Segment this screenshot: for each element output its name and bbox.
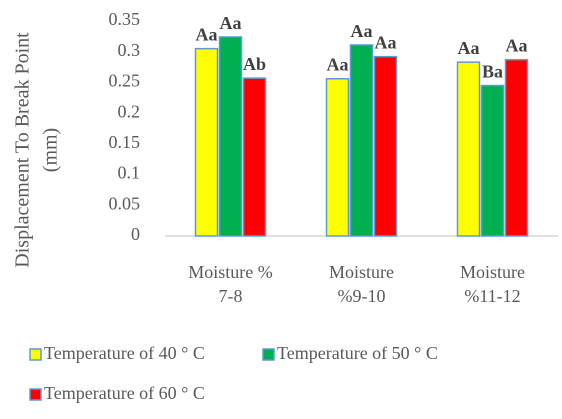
y-axis-ticks: 0 0.05 0.1 0.15 0.2 0.25 0.3 0.35	[109, 9, 141, 244]
data-label: Aa	[375, 33, 397, 53]
bar	[349, 44, 374, 237]
x-category-label: Moisture	[329, 262, 394, 282]
y-axis-title: Displacement To Break Point (mm)	[12, 32, 62, 268]
y-tick-label: 0.15	[109, 132, 141, 152]
data-label: Aa	[327, 55, 349, 75]
data-label: Ba	[482, 62, 503, 82]
bars	[194, 36, 529, 237]
bar	[456, 61, 481, 237]
y-tick-label: 0.05	[109, 193, 141, 213]
x-category-label: 7-8	[219, 286, 243, 306]
legend-label: Temperature of 50 ° C	[277, 343, 438, 363]
legend-label: Temperature of 40 ° C	[44, 343, 205, 363]
y-tick-label: 0	[131, 224, 140, 244]
y-tick-label: 0.35	[109, 9, 141, 29]
data-label: Aa	[196, 25, 218, 45]
y-tick-label: 0.1	[118, 163, 141, 183]
bar	[504, 58, 529, 237]
data-label: Aa	[458, 38, 480, 58]
data-label: Ab	[243, 54, 266, 74]
bar	[194, 47, 219, 237]
bar	[480, 84, 505, 237]
bar	[325, 77, 350, 237]
x-category-label: Moisture	[460, 262, 525, 282]
y-axis-title-line: Displacement To Break Point	[12, 32, 34, 268]
y-tick-label: 0.3	[118, 40, 141, 60]
legend-swatch	[262, 348, 275, 361]
legend-swatch	[29, 348, 42, 361]
bar	[373, 55, 398, 237]
data-label: Aa	[220, 13, 242, 33]
y-tick-label: 0.2	[118, 101, 141, 121]
x-category-label: Moisture %	[188, 262, 273, 282]
data-label: Aa	[506, 36, 528, 56]
legend-swatch	[29, 388, 42, 401]
bar	[242, 77, 267, 237]
legend-label: Temperature of 60 ° C	[44, 383, 205, 403]
y-tick-label: 0.25	[109, 71, 141, 91]
legend: Temperature of 40 ° C Temperature of 50 °…	[29, 343, 438, 403]
x-category-label: %9-10	[338, 286, 386, 306]
bar	[218, 36, 243, 237]
x-category-label: %11-12	[464, 286, 520, 306]
x-axis-categories: Moisture % 7-8 Moisture %9-10 Moisture %11-12	[188, 262, 525, 306]
data-label: Aa	[351, 21, 373, 41]
y-axis-title-line: (mm)	[40, 128, 62, 172]
